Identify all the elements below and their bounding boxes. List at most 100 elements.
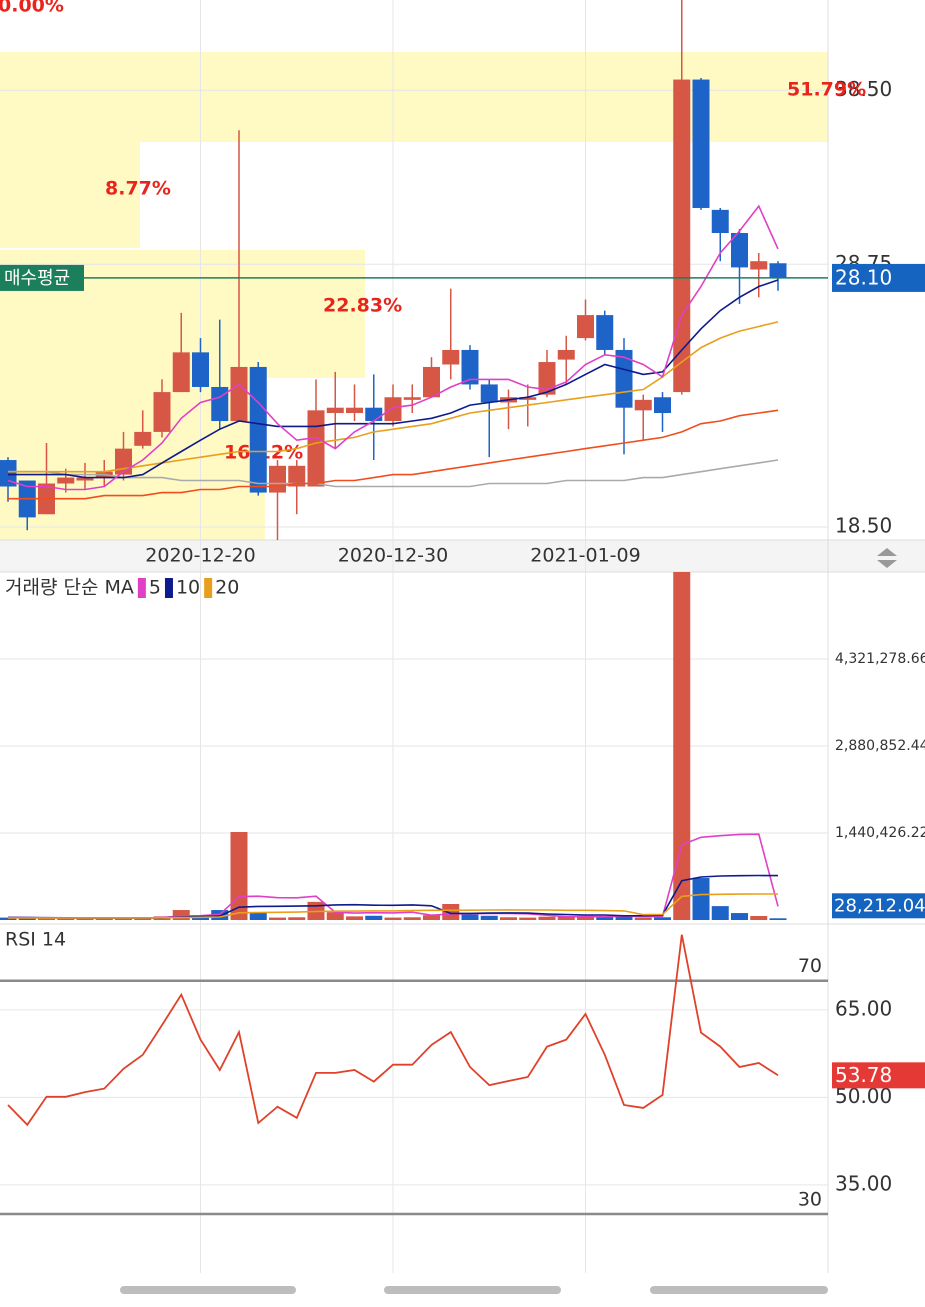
annotations: 0.00% 8.77% 22.83% 16.12% — [0, 0, 402, 464]
volume-bar — [731, 913, 748, 920]
candle-body — [654, 397, 671, 413]
current-rsi-badge — [832, 1062, 925, 1089]
range-percent: 0.00% — [0, 0, 64, 17]
candle-body — [423, 366, 440, 398]
candle-body — [519, 397, 537, 400]
date-axis-strip — [0, 540, 925, 572]
scroll-pill[interactable] — [650, 1286, 828, 1294]
volume-bar — [615, 915, 633, 920]
range-percent: 8.77% — [105, 178, 171, 200]
volume-bar — [500, 917, 517, 920]
volume-bar — [577, 915, 594, 920]
candle-body — [769, 263, 787, 278]
candle-body — [577, 315, 594, 339]
volume-bar — [596, 916, 614, 920]
candle-body — [307, 410, 325, 487]
candle-body — [461, 349, 479, 385]
candle-body — [134, 431, 152, 446]
scroll-pill[interactable] — [120, 1286, 296, 1294]
volume-bar — [172, 910, 190, 920]
current-price-label: 28.10 — [835, 265, 892, 289]
moving-average — [8, 409, 779, 500]
candle-body — [269, 465, 286, 493]
volume-bar — [365, 915, 383, 920]
y-tick-label: 4,321,278.66 — [835, 651, 925, 667]
current-volume-label: 28,212.04 — [834, 895, 925, 916]
volume-bar — [538, 916, 556, 920]
candle-body — [153, 392, 171, 432]
x-tick-label: 2020-12-30 — [338, 545, 448, 567]
candle-body — [692, 79, 710, 208]
marks — [0, 0, 787, 1127]
candle-body — [249, 366, 267, 493]
candle-body — [211, 386, 229, 422]
volume-bar — [480, 915, 498, 920]
moving-average — [8, 321, 779, 473]
candle-body — [57, 477, 75, 484]
y-tick-label: 35.00 — [835, 1171, 892, 1195]
volume-bar — [76, 918, 94, 920]
average-price-badge — [0, 264, 84, 291]
scroll-pill[interactable] — [384, 1286, 561, 1294]
volume-bar — [442, 903, 460, 920]
candle-body — [442, 349, 460, 365]
candle-body — [731, 233, 748, 268]
rsi-level-label: 70 — [798, 955, 822, 977]
volume-bar — [230, 831, 248, 920]
candle-body — [172, 352, 190, 393]
volume-bar — [384, 917, 402, 920]
volume-bar — [403, 917, 421, 920]
candle-body — [673, 79, 691, 393]
y-tick-label: 1,440,426.22 — [835, 825, 925, 841]
y-tick-label: 65.00 — [835, 996, 892, 1020]
y-tick-label: 2,880,852.44 — [835, 738, 925, 754]
overlays: 매수평균 28.10 거래량 단순 MA 5 10 20 28,212.04 RSI 14 53… — [0, 263, 925, 1089]
volume-bar — [0, 917, 17, 920]
candle-body — [538, 362, 556, 395]
volume-bar — [654, 917, 671, 920]
volume-bar — [750, 916, 768, 920]
resize-handle[interactable] — [877, 548, 897, 568]
volume-bar — [346, 916, 363, 920]
current-price-badge — [832, 263, 925, 292]
candle-body — [557, 349, 575, 360]
candle-body — [76, 477, 94, 481]
candle-body — [230, 366, 248, 422]
legend-title: 거래량 단순 MA — [5, 577, 134, 599]
volume-bar — [519, 917, 537, 920]
candle-body — [346, 407, 363, 413]
scrollbar — [120, 1286, 828, 1294]
range-percent: 22.83% — [323, 295, 402, 317]
candle-body — [634, 399, 652, 411]
moving-average — [8, 279, 779, 479]
volume-bar — [249, 912, 267, 920]
candle-body — [384, 397, 402, 422]
range-box — [0, 142, 140, 248]
legend-label: 10 — [176, 577, 200, 599]
rsi-line — [7, 934, 779, 1127]
panel-title: RSI 14 — [5, 929, 66, 951]
y-tick-label: 18.50 — [835, 513, 892, 537]
candle-body — [192, 352, 209, 387]
volume-bar — [326, 912, 344, 920]
candle-body — [403, 397, 421, 400]
candle-body — [0, 460, 17, 487]
volume-bar — [288, 917, 306, 920]
volume-bar — [557, 916, 575, 920]
candle-body — [115, 448, 132, 475]
legend-label: 20 — [215, 577, 239, 599]
volume-bar — [192, 916, 209, 920]
volume-bar — [634, 917, 652, 920]
rsi-level-label: 30 — [798, 1189, 822, 1211]
volume-bar — [692, 878, 710, 920]
x-tick-label: 2020-12-20 — [145, 545, 255, 567]
candle-body — [750, 261, 768, 270]
volume-moving-average — [8, 893, 778, 919]
volume-bar — [711, 906, 729, 920]
volume-bar — [769, 918, 787, 920]
candle-body — [365, 407, 383, 422]
legend-label: 5 — [149, 577, 161, 599]
candle-body — [288, 465, 306, 487]
